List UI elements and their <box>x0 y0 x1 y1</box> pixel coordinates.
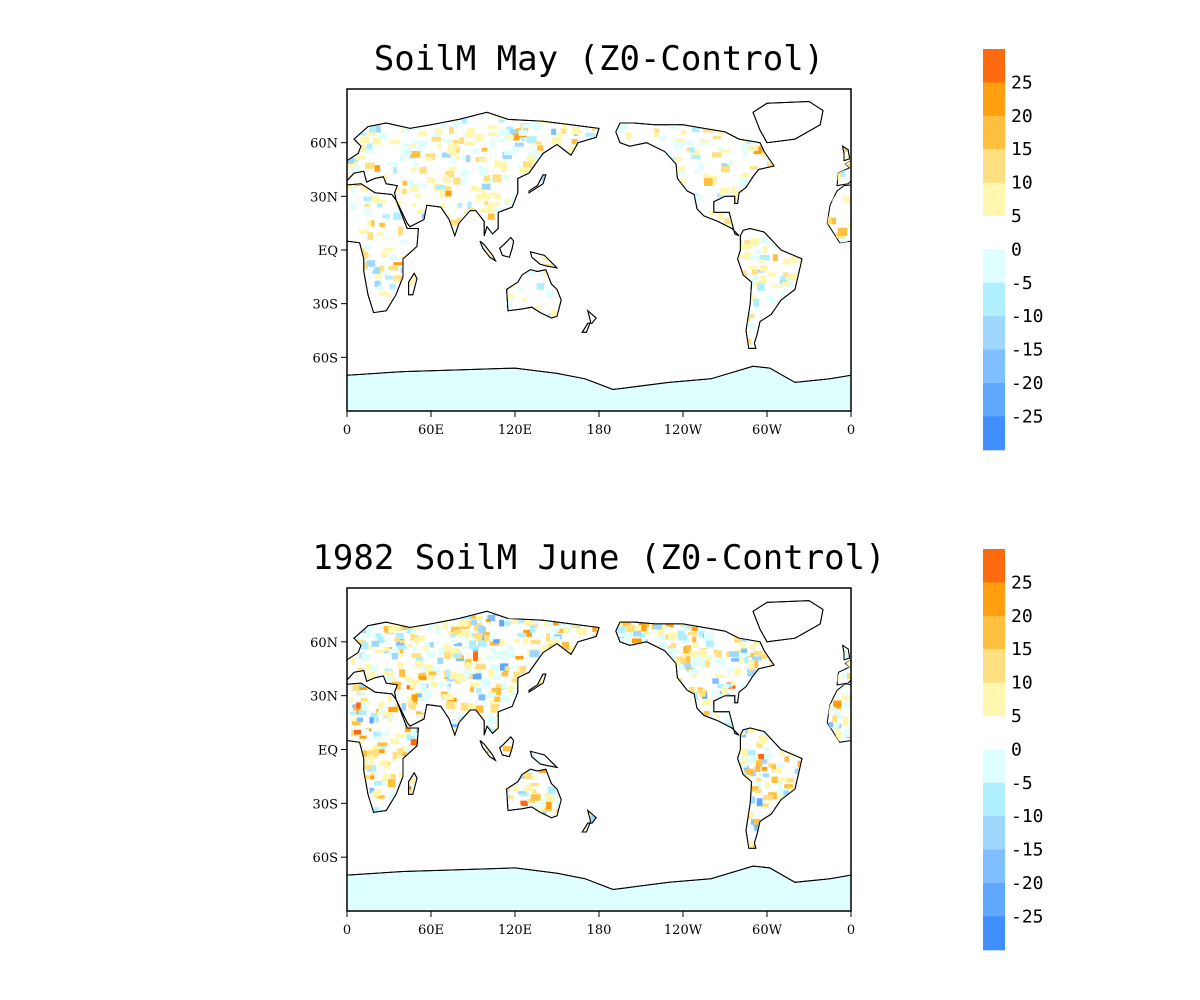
map-panel-1: SoilM May (Z0-Control) 0 60E 120E 180 120W 60W… <box>310 39 1044 451</box>
colorbar-label: 5 <box>1011 706 1022 727</box>
colorbar-swatch <box>983 716 1005 750</box>
colorbar-swatch <box>983 582 1005 617</box>
colorbar-swatch <box>983 383 1005 417</box>
lon-tick-label: 180 <box>587 923 612 938</box>
lon-tick-label: 0 <box>343 423 351 438</box>
lat-tick-label: 60S <box>313 351 338 366</box>
colorbar-swatch <box>983 182 1005 217</box>
colorbar-label: 0 <box>1011 239 1022 260</box>
colorbar-swatch <box>983 82 1005 117</box>
lat-tick-label: 30S <box>313 298 338 313</box>
lon-tick-label: 0 <box>343 923 351 938</box>
colorbar-swatch <box>983 149 1005 184</box>
lat-tick-label: EQ <box>318 244 338 259</box>
lon-tick-label: 180 <box>587 423 612 438</box>
colorbar-label: 20 <box>1011 106 1033 127</box>
lat-tick-label: 30N <box>310 690 338 705</box>
lon-tick-label: 0 <box>847 423 855 438</box>
colorbar-label: -25 <box>1011 406 1044 427</box>
map-panel-2: 1982 SoilM June (Z0-Control) 0 60E 120E 180 1… <box>310 538 1044 951</box>
colorbar-swatch <box>983 883 1005 917</box>
lon-tick-label: 120W <box>664 423 703 438</box>
colorbar-label: -15 <box>1011 840 1044 861</box>
lon-tick-label: 60W <box>752 923 783 938</box>
colorbar-swatch <box>983 316 1005 351</box>
lon-tick-label: 120E <box>498 923 532 938</box>
colorbar-label: 15 <box>1011 139 1033 160</box>
lon-tick-label: 120W <box>664 923 703 938</box>
lat-tick-label: 30S <box>313 797 338 812</box>
colorbar-swatch <box>983 682 1005 717</box>
lat-tick-label: EQ <box>318 744 338 759</box>
landmass-eurasia-wrap <box>836 159 851 187</box>
colorbar-swatch <box>983 249 1005 284</box>
colorbar-label: 25 <box>1011 72 1033 93</box>
map-title: 1982 SoilM June (Z0-Control) <box>312 538 885 578</box>
colorbar-label: 20 <box>1011 606 1033 627</box>
lon-tick-label: 60E <box>418 423 444 438</box>
colorbar-swatch <box>983 649 1005 684</box>
colorbar-swatch <box>983 349 1005 384</box>
colorbar-label: 0 <box>1011 739 1022 760</box>
colorbar-label: -10 <box>1011 306 1044 327</box>
colorbar-swatch <box>983 916 1005 951</box>
lon-tick-label: 0 <box>847 923 855 938</box>
lat-tick-label: 60N <box>310 636 338 651</box>
colorbar-swatch <box>983 115 1005 150</box>
colorbar-label: -5 <box>1011 273 1033 294</box>
colorbar-label: 10 <box>1011 173 1033 194</box>
colorbar-label: -20 <box>1011 873 1044 894</box>
lon-tick-label: 120E <box>498 423 532 438</box>
map-title: SoilM May (Z0-Control) <box>374 39 824 79</box>
colorbar-label: -5 <box>1011 773 1033 794</box>
colorbar-label: 5 <box>1011 206 1022 227</box>
lon-tick-label: 60E <box>418 923 444 938</box>
colorbar-swatch <box>983 282 1005 317</box>
lat-tick-label: 30N <box>310 190 338 205</box>
colorbar: 25 20 15 10 5 0 -5 -10 -15 -20 -25 <box>983 49 1044 451</box>
colorbar-label: -10 <box>1011 806 1044 827</box>
colorbar-label: -25 <box>1011 906 1044 927</box>
colorbar-label: -20 <box>1011 373 1044 394</box>
colorbar-swatch <box>983 849 1005 884</box>
landmass-eurasia-wrap <box>836 659 851 686</box>
colorbar-swatch <box>983 615 1005 650</box>
colorbar-swatch <box>983 549 1005 583</box>
lat-tick-label: 60S <box>313 851 338 866</box>
lat-tick-label: 60N <box>310 137 338 152</box>
colorbar: 25 20 15 10 5 0 -5 -10 -15 -20 -25 <box>983 549 1044 951</box>
colorbar-swatch <box>983 782 1005 817</box>
lon-tick-label: 60W <box>752 423 783 438</box>
colorbar-label: 15 <box>1011 639 1033 660</box>
colorbar-label: 10 <box>1011 673 1033 694</box>
colorbar-label: 25 <box>1011 572 1033 593</box>
colorbar-label: -15 <box>1011 340 1044 361</box>
colorbar-swatch <box>983 216 1005 250</box>
colorbar-swatch <box>983 816 1005 851</box>
colorbar-swatch <box>983 416 1005 451</box>
colorbar-swatch <box>983 49 1005 83</box>
colorbar-swatch <box>983 749 1005 784</box>
